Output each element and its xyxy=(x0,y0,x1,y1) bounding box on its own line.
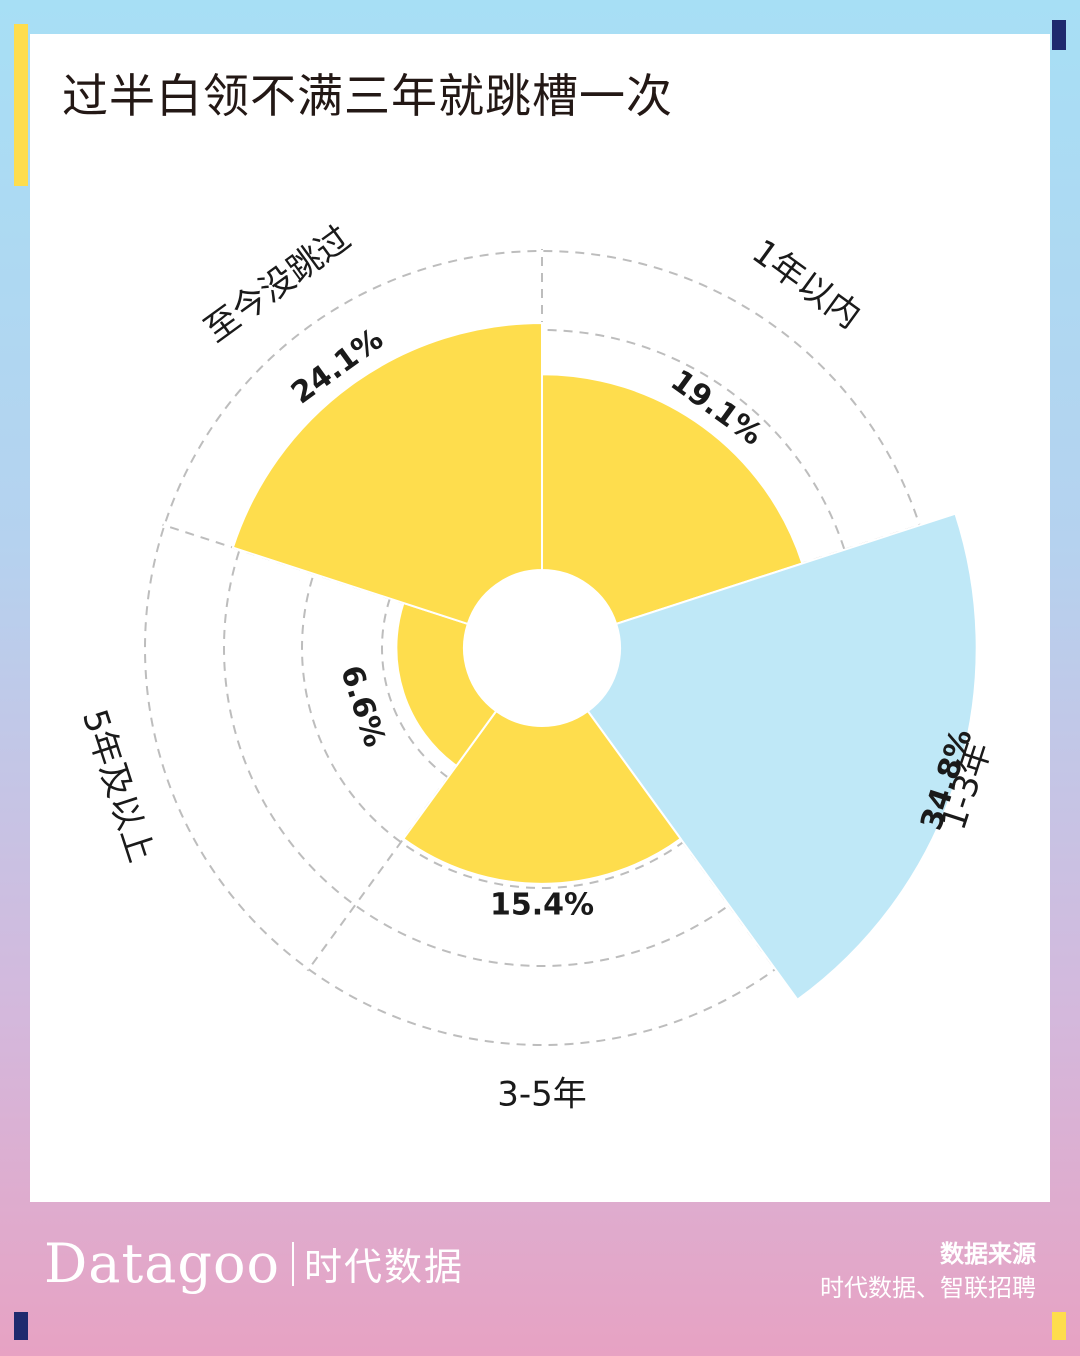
value-label-4: 6.6% xyxy=(333,661,392,751)
category-label-5: 至今没跳过 xyxy=(197,218,358,350)
sector-5 xyxy=(231,321,543,626)
brand-logo: Datagoo 时代数据 xyxy=(44,1232,464,1295)
category-label-1: 1年以内 xyxy=(744,232,868,337)
source-value: 时代数据、智联招聘 xyxy=(820,1274,1036,1302)
category-label-3: 3-5年 xyxy=(497,1075,587,1115)
value-label-3: 15.4% xyxy=(490,887,594,922)
accent-navy-bottom-left xyxy=(14,1312,28,1340)
center-hole xyxy=(464,570,620,726)
chart-title: 过半白领不满三年就跳槽一次 xyxy=(62,69,673,123)
accent-yellow-top-left xyxy=(14,24,28,186)
source-label: 数据来源 xyxy=(940,1240,1036,1268)
brand-name: Datagoo xyxy=(44,1232,280,1295)
accent-navy-top-right xyxy=(1052,20,1066,50)
brand-separator xyxy=(291,1241,294,1286)
brand-cn-name: 时代数据 xyxy=(303,1245,464,1289)
category-label-4: 5年及以上 xyxy=(74,705,161,867)
accent-yellow-bottom-right xyxy=(1052,1312,1066,1340)
sector-layer xyxy=(231,321,978,1002)
